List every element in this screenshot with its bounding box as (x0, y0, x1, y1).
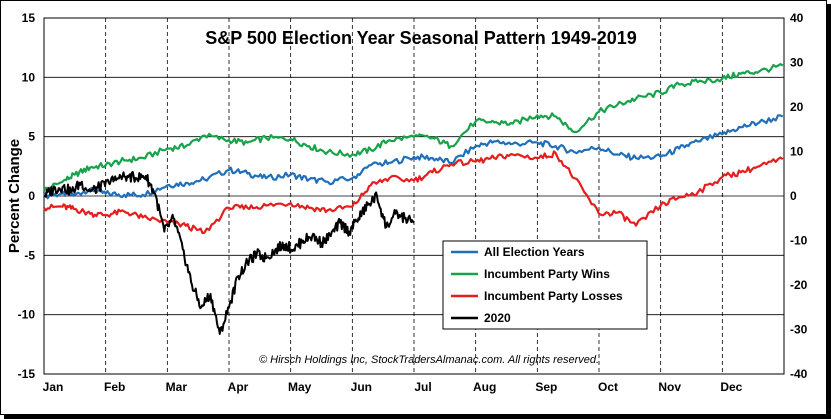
y2-tick-label: -40 (790, 367, 808, 381)
y-tick-label: -5 (24, 248, 35, 262)
copyright-credit: © Hirsch Holdings Inc, StockTradersAlman… (259, 354, 599, 366)
x-tick-label: Nov (658, 380, 681, 394)
legend: All Election Years Incumbent Party Wins In… (442, 240, 648, 330)
y-tick-label: 0 (28, 189, 35, 203)
series-layer (43, 62, 784, 335)
y2-tick-label: -20 (790, 278, 808, 292)
x-tick-label: May (288, 380, 312, 394)
x-tick-label: Feb (104, 380, 125, 394)
y2-tick-label: 20 (790, 100, 804, 114)
legend-label: All Election Years (484, 245, 585, 259)
y-tick-label: -15 (18, 367, 36, 381)
y-tick-label: 15 (22, 11, 36, 25)
series-line-0 (43, 114, 784, 200)
y2-tick-label: -30 (790, 323, 808, 337)
y2-tick-label: 30 (790, 56, 804, 70)
frame-shadow-right (827, 4, 831, 419)
y-tick-label: 10 (22, 70, 36, 84)
x-tick-label: Sep (535, 380, 557, 394)
x-tick-label: Apr (228, 380, 249, 394)
legend-label: Incumbent Party Losses (484, 289, 623, 303)
x-tick-label: Mar (166, 380, 188, 394)
chart-title: S&P 500 Election Year Seasonal Pattern 1… (205, 28, 637, 48)
y2-tick-label: 40 (790, 11, 804, 25)
frame-shadow-bottom (4, 415, 831, 419)
y-axis-label: Percent Change (6, 139, 23, 253)
x-tick-label: Jan (43, 380, 64, 394)
x-tick-label: Dec (720, 380, 742, 394)
y2-tick-label: -10 (790, 234, 808, 248)
left-axis: 15 10 5 0 -5 -10 -15 (18, 11, 36, 381)
series-line-1 (43, 62, 784, 191)
x-tick-label: Aug (473, 380, 496, 394)
x-tick-label: Jul (414, 380, 431, 394)
y2-tick-label: 10 (790, 145, 804, 159)
y-tick-label: -10 (18, 308, 36, 322)
legend-box (442, 240, 648, 330)
series-line-2 (43, 150, 784, 235)
x-tick-label: Jun (351, 380, 372, 394)
x-axis: Jan Feb Mar Apr May Jun Jul Aug Sep Oct Nov Dec (43, 380, 743, 394)
legend-label: 2020 (484, 311, 511, 325)
legend-label: Incumbent Party Wins (484, 267, 610, 281)
right-axis: 40 30 20 10 0 -10 -20 -30 -40 (790, 11, 808, 381)
x-tick-label: Oct (598, 380, 618, 394)
plot-area (43, 17, 785, 375)
y2-tick-label: 0 (790, 189, 797, 203)
y-tick-label: 5 (28, 130, 35, 144)
